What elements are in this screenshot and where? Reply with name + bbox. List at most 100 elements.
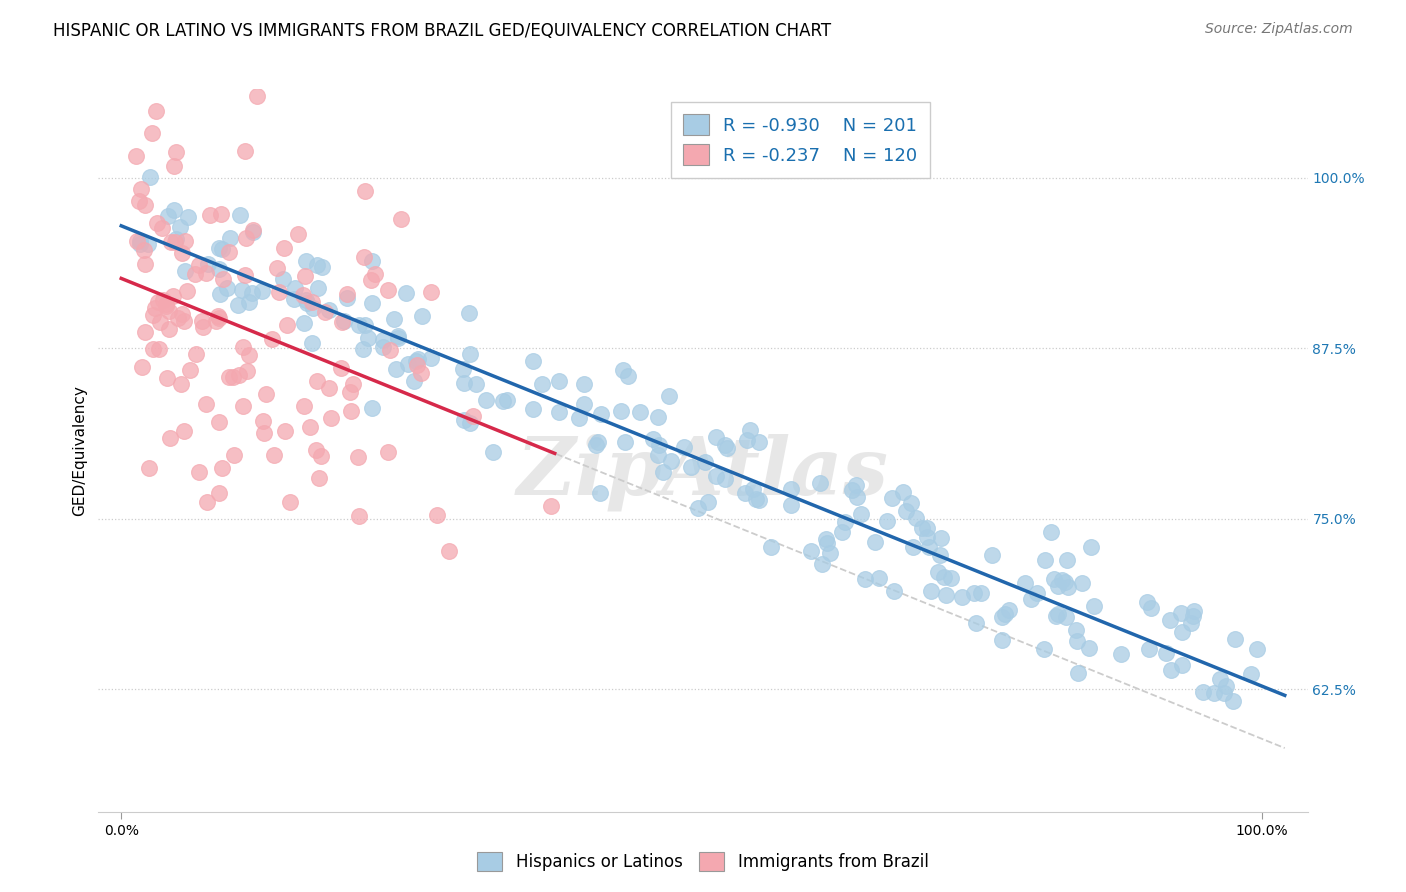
Point: [145, 301, 167, 316]
Point: [240, 286, 263, 301]
Point: [876, 514, 898, 528]
Point: [195, 266, 218, 280]
Point: [1066, 633, 1088, 648]
Point: [742, 482, 765, 496]
Point: [737, 433, 759, 447]
Point: [169, 220, 191, 235]
Point: [808, 476, 831, 491]
Point: [218, 370, 240, 384]
Point: [132, 243, 155, 257]
Point: [672, 440, 695, 454]
Point: [1045, 609, 1067, 624]
Point: [165, 231, 187, 245]
Point: [209, 207, 232, 221]
Point: [347, 450, 370, 465]
Point: [474, 392, 496, 407]
Point: [238, 295, 260, 310]
Point: [238, 348, 260, 362]
Point: [163, 202, 186, 217]
Point: [780, 482, 803, 496]
Point: [695, 454, 717, 468]
Point: [155, 300, 177, 314]
Point: [173, 424, 195, 438]
Point: [314, 305, 336, 319]
Point: [496, 392, 519, 407]
Point: [530, 377, 553, 392]
Point: [658, 389, 681, 403]
Point: [142, 342, 165, 356]
Point: [939, 571, 962, 585]
Point: [294, 253, 316, 268]
Point: [1191, 685, 1213, 699]
Point: [915, 521, 938, 535]
Point: [820, 546, 842, 560]
Point: [841, 483, 863, 498]
Point: [215, 281, 238, 295]
Point: [911, 521, 934, 535]
Point: [697, 495, 720, 509]
Point: [834, 515, 856, 529]
Point: [219, 230, 242, 244]
Point: [586, 434, 609, 449]
Point: [1156, 646, 1178, 660]
Point: [291, 287, 314, 301]
Point: [318, 303, 340, 318]
Point: [134, 325, 156, 339]
Point: [1083, 599, 1105, 613]
Point: [187, 466, 209, 480]
Point: [704, 469, 727, 483]
Point: [617, 368, 640, 383]
Point: [1136, 595, 1159, 609]
Point: [356, 331, 378, 345]
Point: [188, 258, 211, 272]
Point: [1246, 642, 1268, 657]
Point: [360, 272, 382, 286]
Point: [377, 283, 399, 297]
Point: [318, 381, 340, 395]
Point: [1047, 579, 1070, 593]
Point: [287, 227, 309, 241]
Point: [1025, 586, 1047, 600]
Point: [647, 409, 669, 424]
Point: [419, 351, 441, 365]
Point: [748, 492, 770, 507]
Point: [194, 397, 217, 411]
Point: [481, 444, 503, 458]
Point: [965, 616, 987, 631]
Point: [145, 103, 167, 118]
Point: [845, 477, 868, 491]
Point: [233, 144, 256, 158]
Point: [134, 257, 156, 271]
Text: Source: ZipAtlas.com: Source: ZipAtlas.com: [1205, 22, 1353, 37]
Point: [273, 241, 295, 255]
Point: [146, 216, 169, 230]
Point: [207, 310, 229, 324]
Point: [457, 306, 479, 320]
Point: [1032, 642, 1054, 657]
Point: [464, 376, 486, 391]
Point: [932, 570, 955, 584]
Point: [262, 332, 284, 346]
Point: [437, 544, 460, 558]
Point: [353, 250, 375, 264]
Point: [186, 347, 208, 361]
Point: [138, 461, 160, 475]
Point: [389, 211, 412, 226]
Point: [382, 311, 405, 326]
Point: [641, 432, 664, 446]
Point: [679, 460, 702, 475]
Point: [419, 285, 441, 299]
Point: [453, 376, 475, 390]
Point: [301, 295, 323, 310]
Point: [129, 234, 152, 248]
Point: [242, 223, 264, 237]
Point: [1078, 641, 1101, 656]
Point: [209, 286, 232, 301]
Point: [918, 540, 941, 554]
Point: [307, 374, 329, 388]
Point: [1170, 658, 1192, 673]
Point: [149, 315, 172, 329]
Point: [780, 498, 803, 512]
Point: [815, 535, 838, 549]
Point: [242, 225, 264, 239]
